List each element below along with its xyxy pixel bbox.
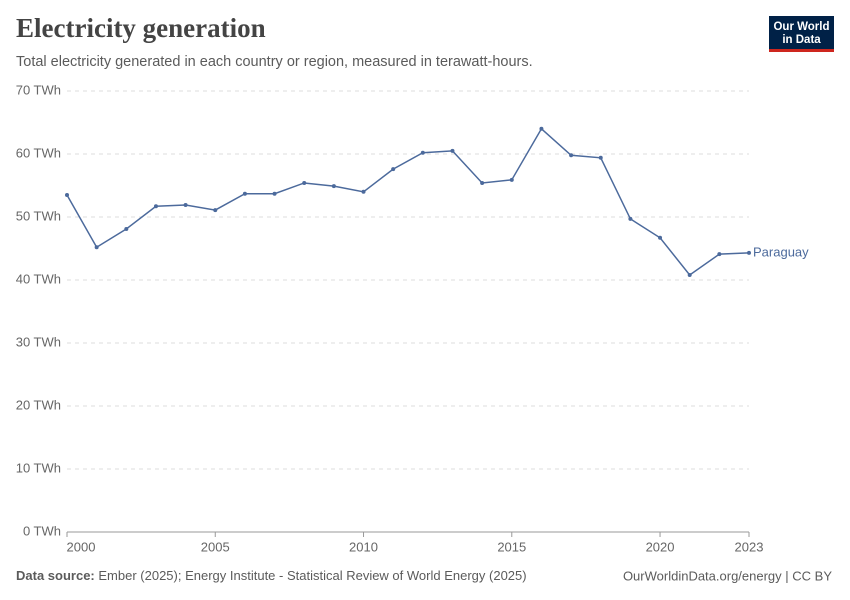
x-tick-label: 2020 <box>646 539 675 554</box>
point <box>628 216 633 221</box>
y-tick-label: 60 TWh <box>16 145 61 160</box>
point <box>539 126 544 131</box>
y-tick-label: 20 TWh <box>16 397 61 412</box>
x-tick-label: 2000 <box>67 539 96 554</box>
footer-link[interactable]: OurWorldinData.org/energy | CC BY <box>623 568 832 583</box>
x-tick-label: 2023 <box>735 539 764 554</box>
point <box>213 208 218 213</box>
x-tick-label: 2010 <box>349 539 378 554</box>
logo-text: in Data <box>782 34 821 46</box>
point <box>717 252 722 257</box>
point <box>747 250 751 255</box>
point <box>391 167 396 172</box>
point <box>65 192 69 197</box>
point <box>687 272 692 277</box>
line <box>66 127 750 276</box>
point <box>509 177 514 182</box>
point <box>361 189 366 194</box>
y-tick-label: 40 TWh <box>16 271 61 286</box>
y-tick-label: 0 TWh <box>23 523 61 538</box>
point <box>242 191 247 196</box>
point <box>450 148 455 153</box>
point <box>153 204 158 209</box>
series-label: Paraguay <box>753 244 809 259</box>
y-tick-label: 50 TWh <box>16 208 61 223</box>
logo-box <box>769 16 834 52</box>
logo-text: Our World <box>773 21 829 33</box>
point <box>94 245 99 250</box>
source-label: Data source: <box>16 568 95 583</box>
point <box>598 155 603 160</box>
point <box>302 180 307 185</box>
source: Data source: Ember (2025); Energy Instit… <box>16 568 527 583</box>
point <box>658 235 663 240</box>
y-tick-label: 30 TWh <box>16 334 61 349</box>
logo[interactable]: Our World in Data <box>769 16 834 52</box>
source-text: Ember (2025); Energy Institute - Statist… <box>98 568 526 583</box>
point <box>420 150 425 155</box>
logo-bar <box>769 49 834 52</box>
point <box>331 184 336 189</box>
x-tick-label: 2015 <box>497 539 526 554</box>
point <box>272 191 277 196</box>
y-tick-label: 10 TWh <box>16 460 61 475</box>
point <box>569 153 574 158</box>
point <box>480 180 485 185</box>
y-tick-label: 70 TWh <box>16 82 61 97</box>
point <box>183 203 188 208</box>
point <box>124 226 129 231</box>
chart-subtitle: Total electricity generated in each coun… <box>16 54 533 70</box>
chart-title: Electricity generation <box>16 13 266 43</box>
x-tick-label: 2005 <box>201 539 230 554</box>
